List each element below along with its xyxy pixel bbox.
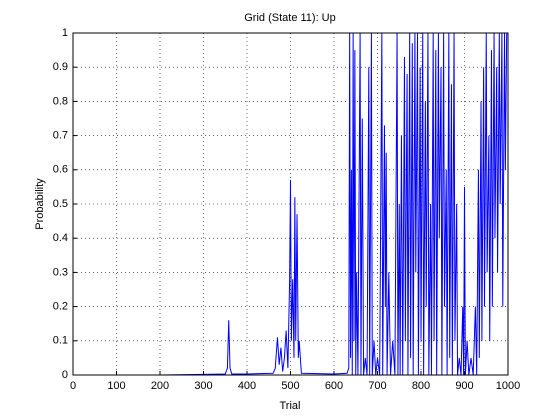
x-tick-label: 1000 xyxy=(496,380,520,392)
chart-title: Grid (State 11): Up xyxy=(244,12,336,24)
x-tick-label: 900 xyxy=(455,380,473,392)
x-tick-label: 800 xyxy=(412,380,430,392)
y-tick-label: 0.2 xyxy=(53,301,68,313)
plot-frame xyxy=(72,32,509,376)
y-axis-label: Probability xyxy=(34,178,46,230)
y-tick-label: 0.4 xyxy=(53,232,68,244)
x-tick-label: 0 xyxy=(70,380,76,392)
x-axis-label: Trial xyxy=(280,400,301,412)
data-line xyxy=(73,32,508,376)
y-tick-label: 0.7 xyxy=(53,130,68,142)
x-tick-label: 700 xyxy=(368,380,386,392)
x-tick-label: 200 xyxy=(151,380,169,392)
y-tick-label: 0 xyxy=(62,369,68,381)
y-tick-label: 0.5 xyxy=(53,198,68,210)
y-tick-label: 0.9 xyxy=(53,61,68,73)
x-tick-label: 400 xyxy=(238,380,256,392)
x-tick-label: 500 xyxy=(281,380,299,392)
y-tick-label: 1 xyxy=(62,27,68,39)
x-tick-label: 300 xyxy=(194,380,212,392)
x-tick-label: 100 xyxy=(107,380,125,392)
x-tick-label: 600 xyxy=(325,380,343,392)
y-tick-label: 0.1 xyxy=(53,335,68,347)
y-tick-label: 0.3 xyxy=(53,266,68,278)
y-tick-label: 0.8 xyxy=(53,95,68,107)
y-tick-label: 0.6 xyxy=(53,164,68,176)
